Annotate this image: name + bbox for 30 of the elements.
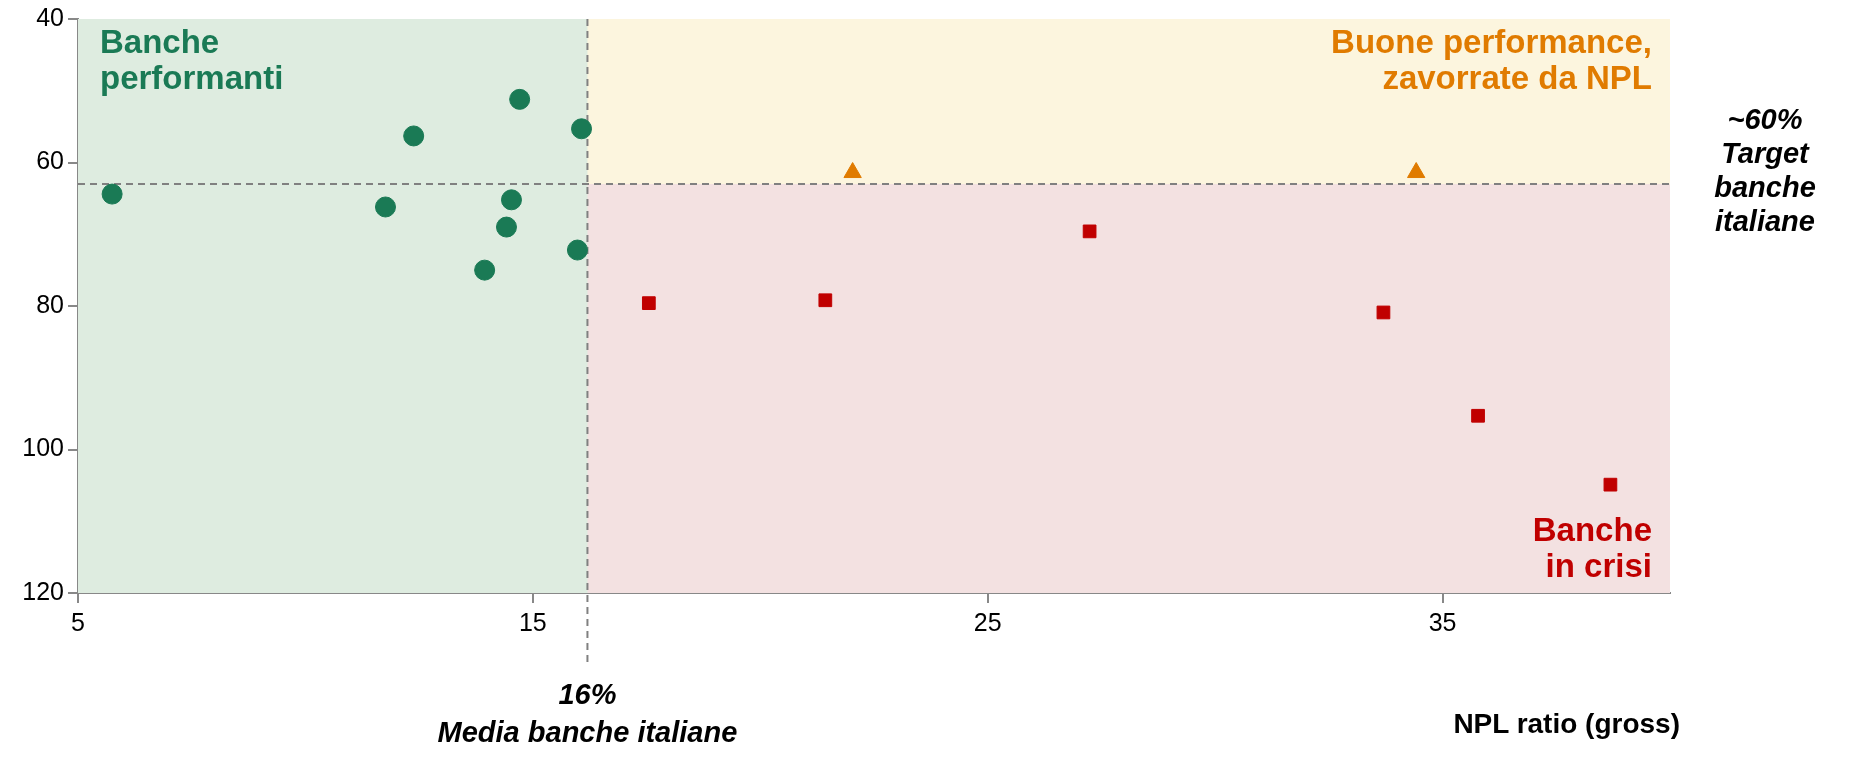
ref-line-label: 16% Media banche italiane (437, 677, 738, 748)
x-axis-title: NPL ratio (gross) (1453, 707, 1680, 739)
point (101, 183, 123, 205)
point (1082, 224, 1097, 239)
point (403, 125, 425, 147)
point (1603, 477, 1618, 492)
band-label: Buone performance, zavorrate da NPL (1331, 22, 1652, 96)
y-tick-label: 60 (36, 146, 64, 175)
point (571, 118, 593, 140)
point (509, 88, 531, 110)
band-label: Banche performanti (100, 22, 284, 96)
point (1471, 408, 1485, 423)
x-tick-label: 5 (71, 607, 85, 636)
point (374, 196, 396, 218)
y-tick-label: 120 (22, 576, 64, 605)
band-label: Banche in crisi (1532, 510, 1652, 584)
point (1376, 305, 1391, 320)
x-tick-label: 15 (518, 607, 547, 636)
y-tick-label: 100 (22, 433, 64, 462)
point (641, 296, 656, 310)
point (495, 216, 517, 238)
point (818, 293, 833, 308)
y-tick-label: 80 (36, 289, 64, 318)
x-tick-label: 25 (973, 607, 1002, 636)
point (474, 259, 496, 281)
x-tick-label: 35 (1428, 607, 1457, 636)
y-tick-label: 40 (36, 2, 64, 31)
point (566, 239, 588, 261)
ref-line-label: ~60% Target banche italiane (1714, 102, 1816, 237)
point (500, 189, 522, 211)
